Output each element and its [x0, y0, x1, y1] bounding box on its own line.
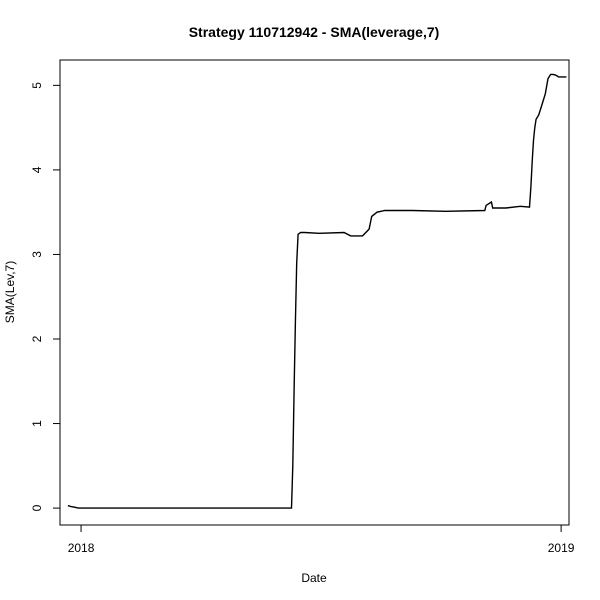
y-tick-label: 1 [30, 420, 44, 427]
y-tick-label: 5 [30, 82, 44, 89]
x-tick-label: 2019 [548, 541, 575, 555]
series-line [67, 73, 567, 509]
y-tick-label: 2 [30, 335, 44, 342]
x-tick-label: 2018 [68, 541, 95, 555]
chart-title: Strategy 110712942 - SMA(leverage,7) [189, 24, 440, 40]
x-axis-label: Date [301, 571, 327, 585]
y-tick-label: 3 [30, 251, 44, 258]
plot-frame [59, 59, 570, 526]
y-tick-label: 4 [30, 166, 44, 173]
y-tick-label: 0 [30, 504, 44, 511]
y-axis: 0 1 2 3 4 5 [30, 82, 61, 511]
y-axis-label: SMA(Lev,7) [3, 261, 17, 323]
x-axis: 2018 2019 [68, 524, 575, 555]
